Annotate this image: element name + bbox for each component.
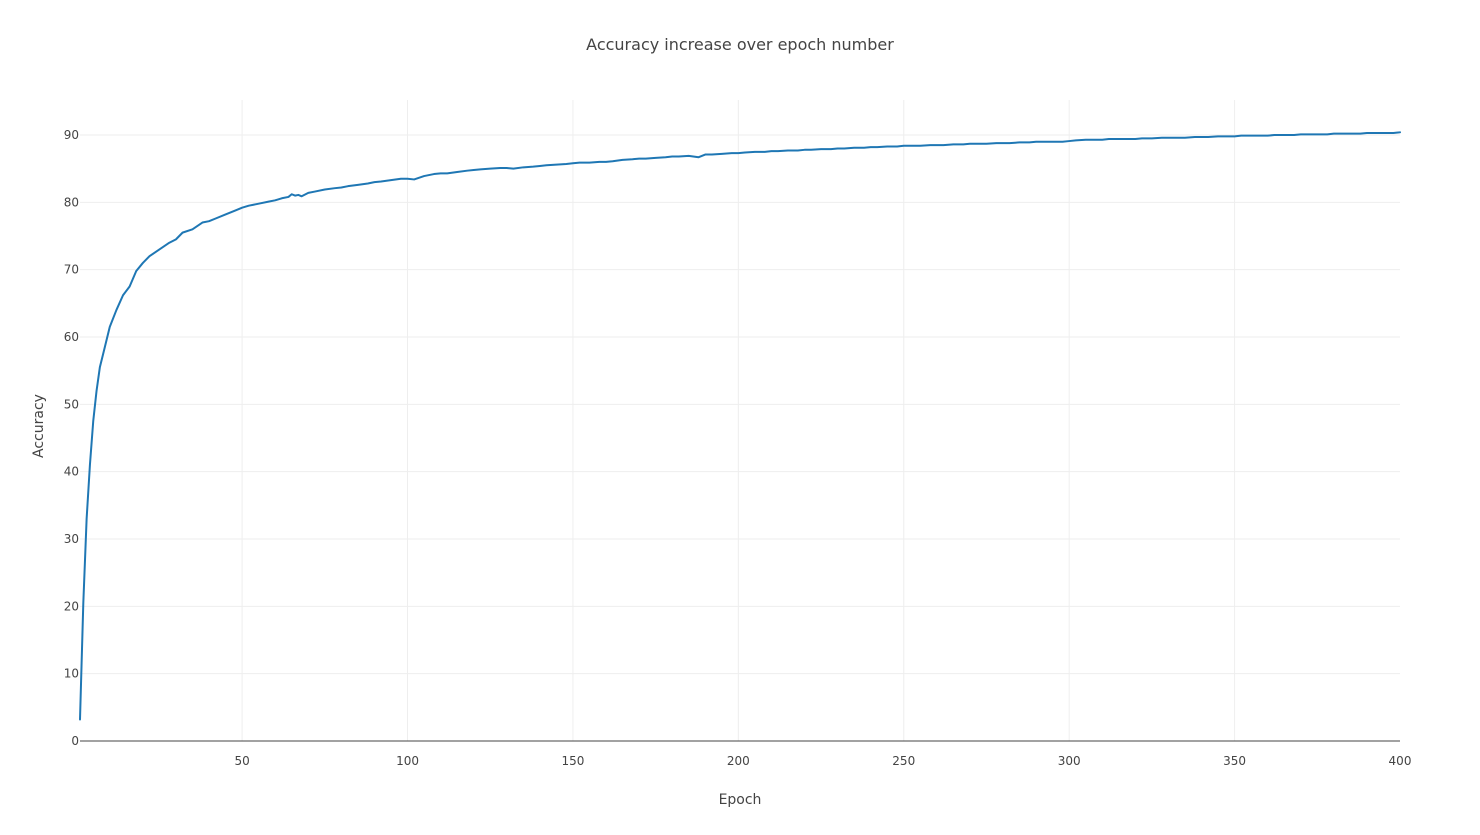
x-axis-title: Epoch (719, 792, 762, 808)
x-tick-label: 400 (1389, 754, 1412, 768)
x-tick-label: 350 (1223, 754, 1246, 768)
x-tick-label: 250 (892, 754, 915, 768)
series-layer (79, 131, 1401, 721)
y-tick-label: 10 (64, 667, 79, 681)
y-tick-label: 80 (64, 195, 79, 209)
grid-layer (80, 100, 1400, 741)
y-tick-label: 40 (64, 465, 79, 479)
x-tick-label: 300 (1058, 754, 1081, 768)
y-tick-label: 20 (64, 599, 79, 613)
y-axis-title: Accuracy (31, 394, 47, 458)
tick-layer: 50 100 150 200 250 300 350 400 0 10 20 30 40 50 60 70 80… (64, 128, 1412, 768)
x-tick-label: 100 (396, 754, 419, 768)
y-tick-label: 70 (64, 263, 79, 277)
y-tick-label: 60 (64, 330, 79, 344)
x-tick-label: 50 (234, 754, 249, 768)
x-tick-label: 150 (561, 754, 584, 768)
chart-title: Accuracy increase over epoch number (586, 35, 894, 54)
series-line (79, 131, 1401, 721)
y-tick-label: 0 (71, 734, 79, 748)
x-tick-label: 200 (727, 754, 750, 768)
y-tick-label: 90 (64, 128, 79, 142)
y-tick-label: 50 (64, 397, 79, 411)
y-tick-label: 30 (64, 532, 79, 546)
